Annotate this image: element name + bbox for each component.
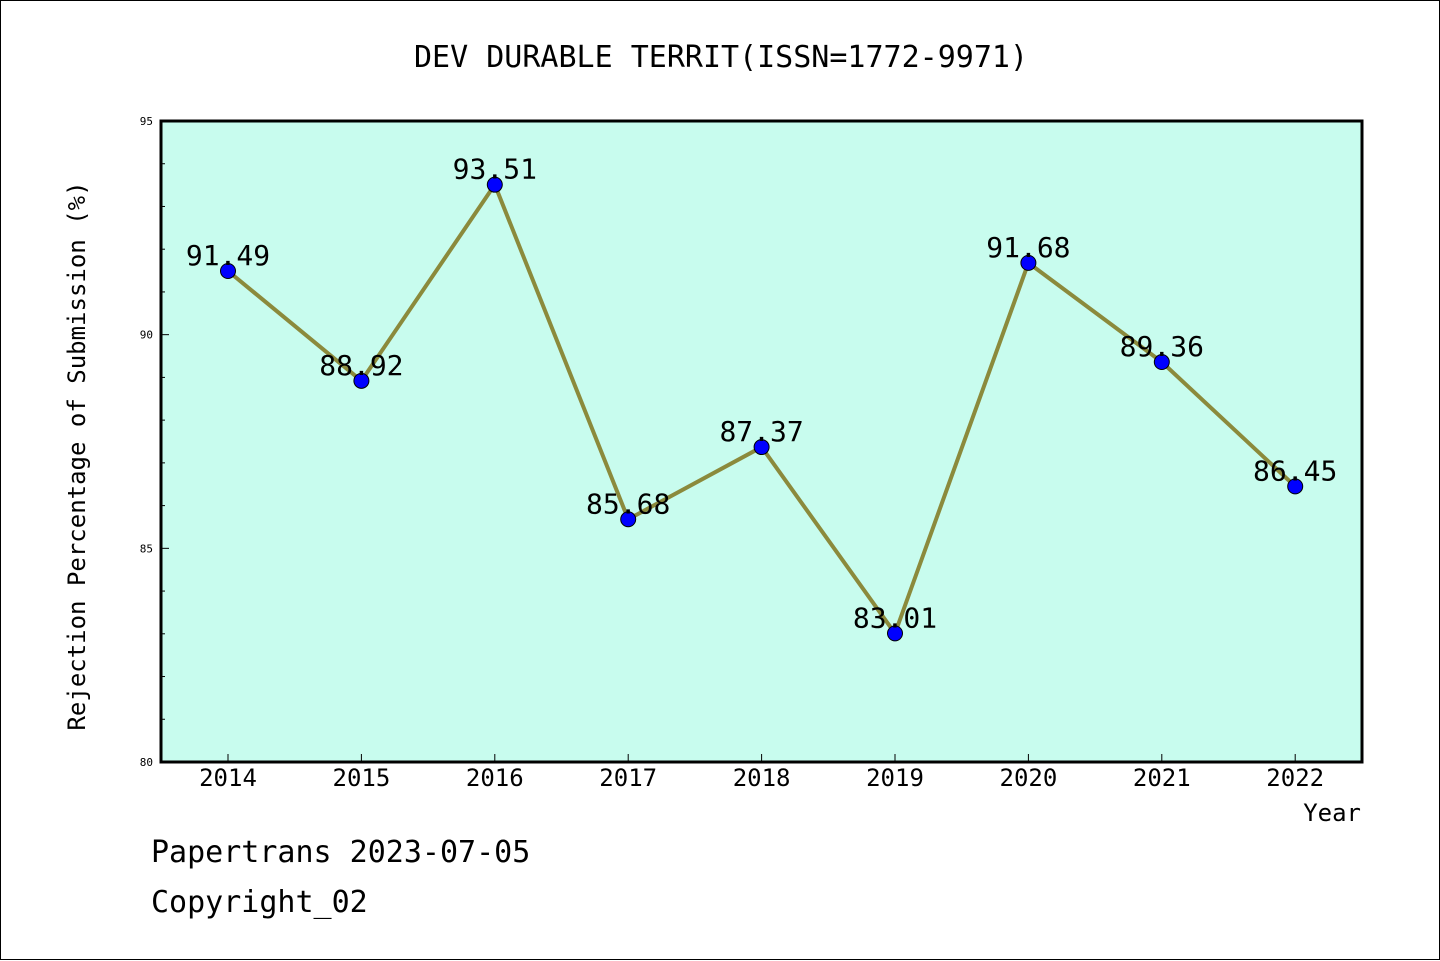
data-labels: 91.49 88.92 93.51 85.68 87.37 83.01 91.68 89.36… bbox=[186, 153, 1337, 635]
data-point bbox=[887, 625, 903, 642]
x-tick-label: 2017 bbox=[599, 764, 657, 792]
data-label: 91.68 bbox=[986, 231, 1070, 264]
y-tick-label: 90 bbox=[140, 329, 153, 342]
x-tick-label: 2019 bbox=[866, 764, 924, 792]
x-tick-label: 2016 bbox=[466, 764, 524, 792]
data-label: 91.49 bbox=[186, 239, 270, 272]
data-label: 93.51 bbox=[453, 153, 537, 186]
chart-title: DEV DURABLE TERRIT(ISSN=1772-9971) bbox=[414, 40, 1028, 75]
x-axis: 2014 2015 2016 2017 2018 2019 2020 2021 2022 bbox=[199, 754, 1324, 792]
series-markers bbox=[220, 176, 1304, 642]
data-point bbox=[353, 372, 370, 389]
data-point bbox=[1287, 478, 1304, 495]
x-axis-label: Year bbox=[1303, 799, 1361, 827]
data-point bbox=[1153, 354, 1170, 371]
data-label: 87.37 bbox=[719, 415, 803, 448]
y-axis: 80 85 90 95 bbox=[140, 115, 169, 769]
data-label: 83.01 bbox=[853, 601, 937, 634]
x-tick-label: 2021 bbox=[1133, 764, 1191, 792]
footer-date: Papertrans 2023-07-05 bbox=[151, 835, 531, 870]
data-label: 85.68 bbox=[586, 487, 670, 520]
x-tick-label: 2015 bbox=[333, 764, 391, 792]
x-tick-label: 2018 bbox=[733, 764, 791, 792]
data-point bbox=[1020, 254, 1037, 271]
data-point bbox=[620, 511, 637, 528]
y-tick-label: 80 bbox=[140, 756, 153, 769]
x-tick-label: 2020 bbox=[1000, 764, 1058, 792]
data-point bbox=[220, 262, 236, 279]
x-tick-label: 2022 bbox=[1266, 764, 1324, 792]
data-point bbox=[486, 176, 503, 193]
x-tick-label: 2014 bbox=[199, 764, 257, 792]
y-tick-label: 85 bbox=[140, 542, 153, 555]
y-axis-label: Rejection Percentage of Submission (%) bbox=[63, 181, 91, 730]
y-tick-label: 95 bbox=[140, 115, 153, 128]
data-label: 86.45 bbox=[1253, 454, 1337, 487]
footer-copyright: Copyright_02 bbox=[151, 885, 368, 920]
data-label: 89.36 bbox=[1120, 330, 1204, 363]
data-label: 88.92 bbox=[319, 349, 403, 382]
data-point bbox=[753, 439, 770, 456]
